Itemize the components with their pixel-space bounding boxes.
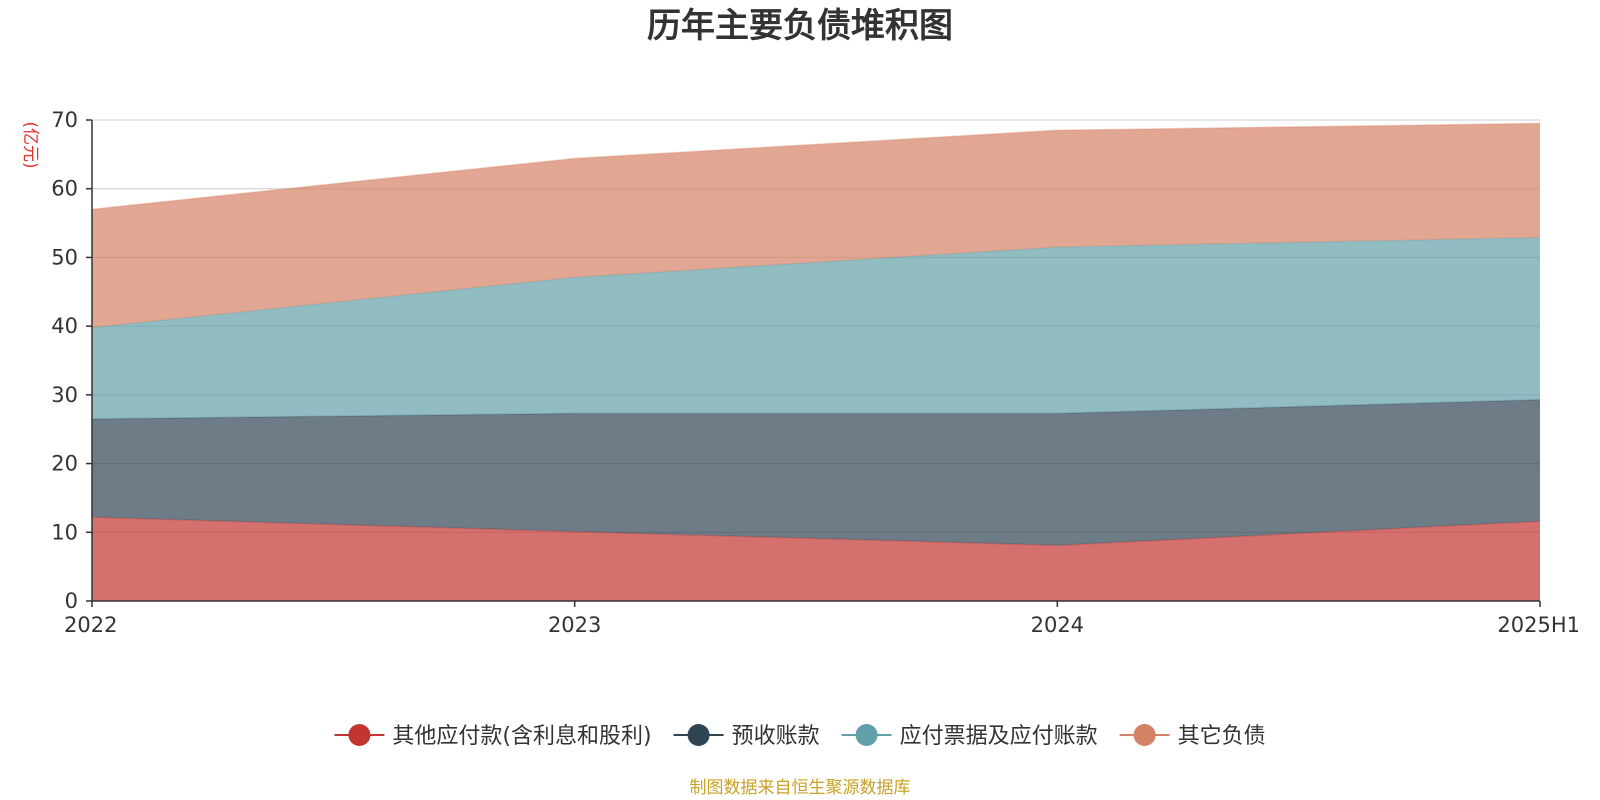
series-area-4 (92, 123, 1540, 328)
y-tick-label: 60 (51, 177, 78, 201)
y-axis-unit-label: (亿元) (20, 121, 40, 168)
x-tick-label: 2025H1 (1497, 613, 1580, 637)
y-tick-label: 70 (51, 108, 78, 132)
y-tick-label: 0 (65, 589, 78, 613)
series-area-2 (92, 399, 1540, 546)
legend-label: 其它负债 (1178, 724, 1266, 749)
axes: 0 10 20 30 40 50 60 70 2022 2023 2024 2025H1 (51, 108, 1580, 637)
legend-marker (348, 724, 371, 746)
legend-item-3: 应付票据及应付账款 (841, 724, 1098, 749)
legend-item-2: 预收账款 (673, 724, 820, 749)
y-tick-label: 40 (51, 314, 78, 338)
legend-marker (1133, 724, 1156, 746)
y-tick-label: 20 (51, 452, 78, 476)
legend-item-1: 其他应付款(含利息和股利) (334, 724, 652, 749)
series-line-4 (91, 122, 1541, 211)
legend-marker (855, 724, 878, 746)
x-tick-label: 2022 (64, 613, 117, 637)
legend-item-4: 其它负债 (1119, 724, 1266, 749)
source-note: 制图数据来自恒生聚源数据库 (690, 778, 911, 798)
legend-marker (687, 724, 710, 746)
y-tick-label: 30 (51, 383, 78, 407)
legend-label: 其他应付款(含利息和股利) (392, 724, 651, 749)
y-tick-label: 10 (51, 520, 78, 544)
legend-label: 应付票据及应付账款 (900, 724, 1098, 749)
series-area-1 (92, 517, 1540, 601)
chart-title: 历年主要负债堆积图 (647, 6, 953, 46)
series-area-3 (92, 237, 1540, 419)
y-tick-label: 50 (51, 245, 78, 269)
legend-label: 预收账款 (732, 724, 820, 749)
x-tick-label: 2024 (1031, 613, 1084, 637)
legend: 其他应付款(含利息和股利) 预收账款 应付票据及应付账款 其它负债 (334, 724, 1266, 749)
x-tick-label: 2023 (548, 613, 601, 637)
series-areas (91, 122, 1541, 601)
